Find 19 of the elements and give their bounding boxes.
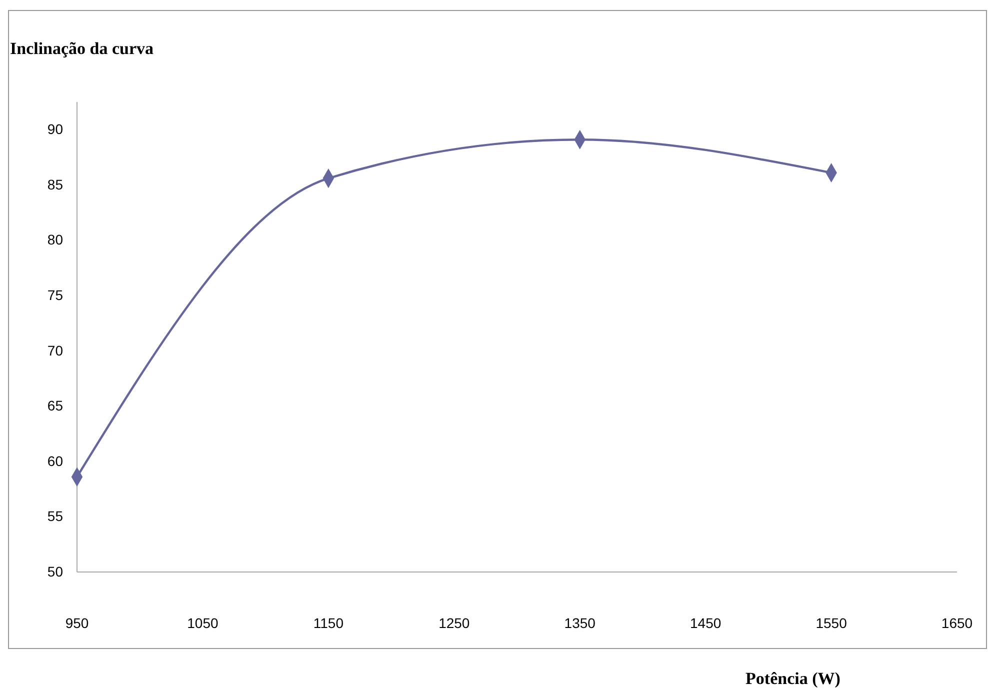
x-tick-label: 1450 [690,614,722,631]
chart-title: Inclinação da curva [10,39,154,58]
y-tick-label: 75 [47,287,64,304]
x-tick-label: 1650 [941,614,973,631]
y-tick-label: 50 [47,563,64,580]
y-tick-label: 70 [47,342,64,358]
x-tick-label: 1250 [438,614,470,631]
y-tick-label: 80 [47,232,64,248]
x-axis-title: Potência (W) [746,669,840,688]
y-tick-label: 60 [47,452,64,469]
y-tick-label: 90 [47,121,64,138]
y-tick-label: 65 [47,398,64,414]
y-tick-label: 85 [47,176,64,192]
y-tick-label: 55 [47,508,64,524]
x-tick-label: 1150 [313,614,344,631]
x-tick-label: 1050 [187,614,218,631]
x-tick-label: 1350 [564,614,596,631]
x-tick-label: 950 [65,614,89,631]
x-tick-label: 1550 [816,614,848,631]
